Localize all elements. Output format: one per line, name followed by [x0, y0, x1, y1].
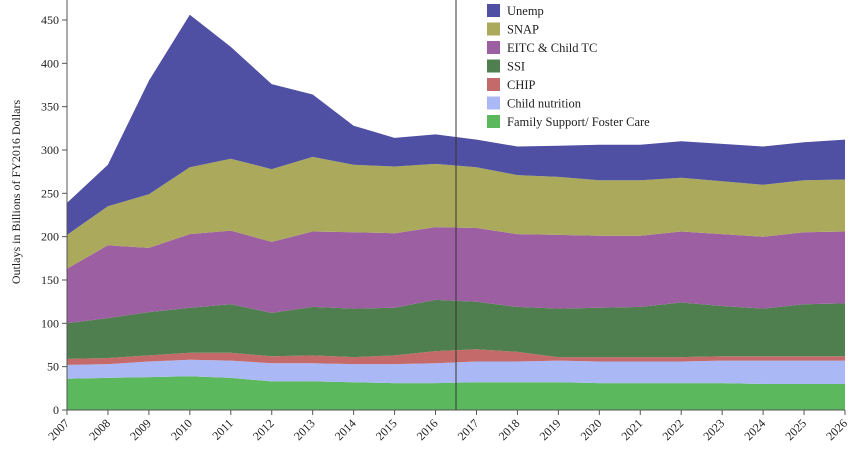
x-tick-label: 2011	[209, 416, 236, 443]
y-tick-label: 50	[47, 360, 59, 374]
y-tick-label: 100	[41, 316, 59, 330]
x-tick-label: 2023	[700, 416, 727, 443]
x-tick-label: 2024	[741, 416, 768, 443]
x-tick-label: 2026	[823, 416, 850, 443]
x-tick-label: 2015	[373, 416, 400, 443]
x-tick-label: 2007	[45, 416, 72, 443]
legend-swatch	[487, 115, 500, 128]
legend-swatch	[487, 22, 500, 36]
x-tick-label: 2020	[578, 416, 605, 443]
y-axis: 0 50 100 150 200 250 300 350 400 450	[41, 0, 68, 417]
y-tick-label: 250	[41, 186, 59, 200]
x-tick-label: 2017	[455, 416, 482, 443]
y-tick-label: 0	[53, 403, 59, 417]
x-tick-label: 2021	[619, 416, 646, 443]
x-tick-label: 2010	[168, 416, 195, 443]
x-tick-label: 2009	[127, 416, 154, 443]
legend-swatch	[487, 41, 500, 54]
x-tick-label: 2013	[291, 416, 318, 443]
x-tick-label: 2019	[537, 416, 564, 443]
legend-label: Unemp	[507, 4, 544, 18]
x-tick-label: 2022	[659, 416, 686, 443]
x-tick-label: 2014	[332, 416, 359, 443]
x-tick-label: 2008	[86, 416, 113, 443]
y-tick-label: 350	[41, 100, 59, 114]
y-tick-label: 300	[41, 143, 59, 157]
legend-label: CHIP	[507, 78, 536, 92]
legend-label: SSI	[507, 60, 525, 74]
x-tick-label: 2018	[496, 416, 523, 443]
area-unemp	[67, 14, 845, 235]
legend: Unemp SNAP EITC & Child TC SSI CHIP Child nut…	[487, 4, 650, 129]
y-axis-title: Outlays in Billions of FY2016 Dollars	[9, 100, 23, 285]
legend-label: SNAP	[507, 23, 539, 37]
x-tick-label: 2025	[782, 416, 809, 443]
legend-swatch	[487, 59, 500, 73]
x-tick-label: 2016	[414, 416, 441, 443]
y-tick-label: 450	[41, 13, 59, 27]
y-tick-label: 400	[41, 56, 59, 70]
legend-swatch	[487, 78, 500, 91]
x-tick-label: 2012	[250, 416, 277, 443]
legend-swatch	[487, 96, 500, 110]
x-axis: 2007 2008 2009 2010 2011 2012 2013 2014 2015 2016…	[45, 409, 850, 443]
legend-label: Child nutrition	[507, 97, 582, 111]
legend-label: Family Support/ Foster Care	[507, 115, 650, 129]
y-tick-label: 200	[41, 230, 59, 244]
y-tick-label: 150	[41, 273, 59, 287]
legend-label: EITC & Child TC	[507, 41, 597, 55]
legend-swatch	[487, 4, 500, 17]
